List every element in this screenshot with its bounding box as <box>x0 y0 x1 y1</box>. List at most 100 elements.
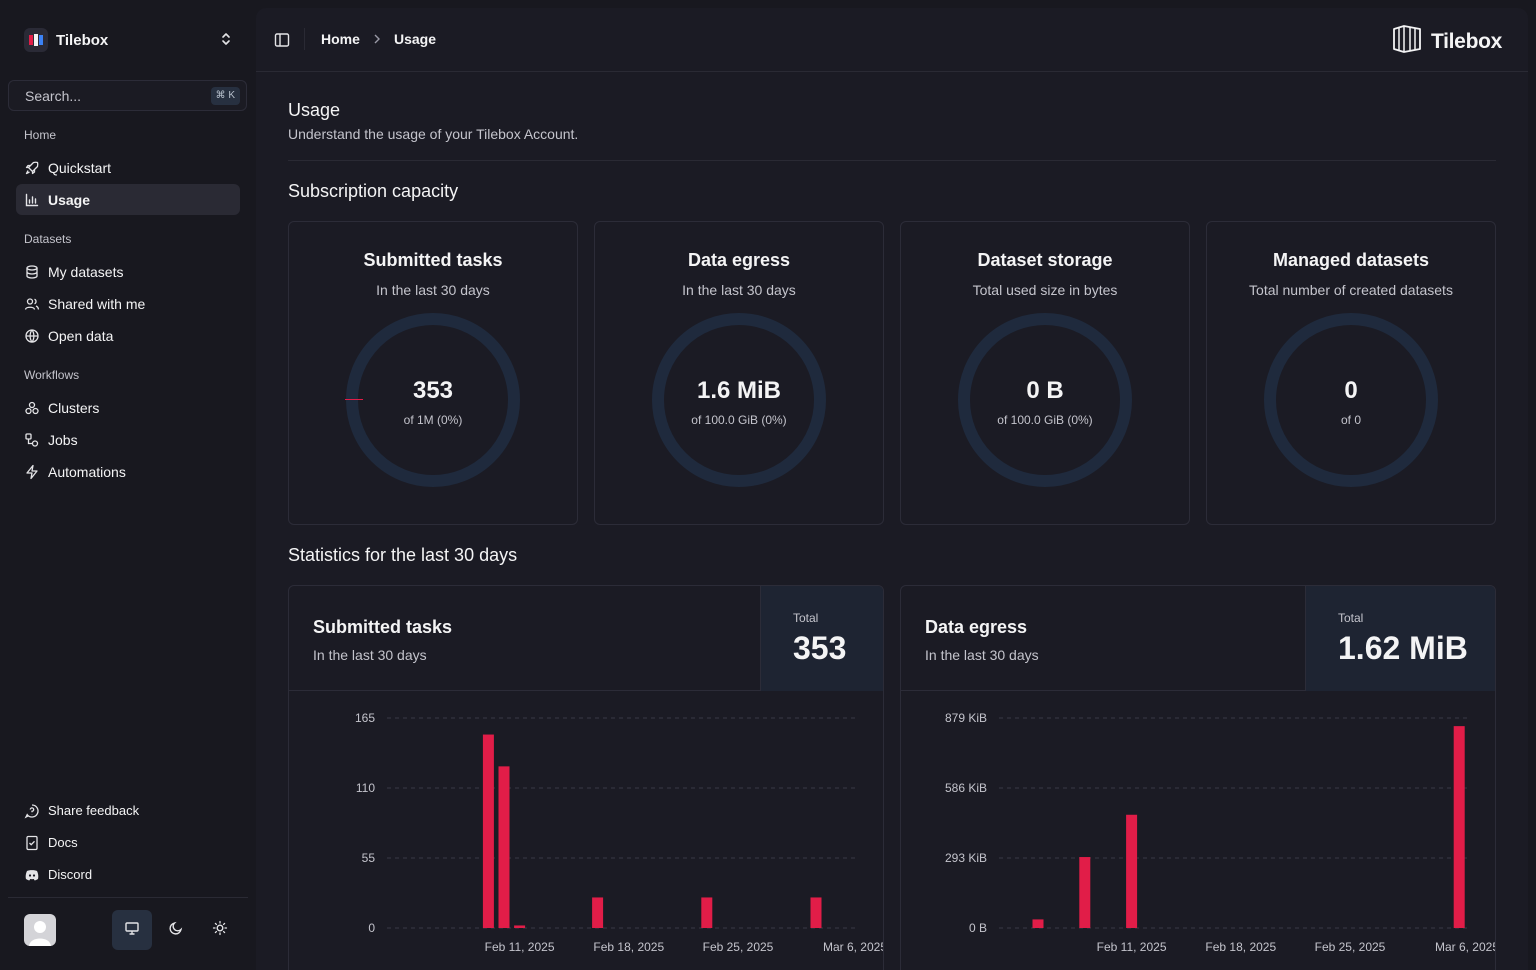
sidebar-item-label: Usage <box>48 191 91 208</box>
capacity-subtitle: Total used size in bytes <box>972 282 1118 298</box>
search-shortcut: ⌘ K <box>210 87 240 105</box>
chart-bar[interactable] <box>498 766 510 928</box>
brand-logo: Tilebox <box>1391 24 1502 60</box>
sidebar-item-label: My datasets <box>48 263 124 280</box>
sidebar-item-label: Quickstart <box>48 159 112 176</box>
y-tick-label: 293 KiB <box>945 851 987 865</box>
bolt-icon <box>24 464 40 480</box>
sidebar-item-label: Open data <box>48 327 114 344</box>
sidebar-item-my-datasets[interactable]: My datasets <box>16 256 240 287</box>
y-tick-label: 586 KiB <box>945 781 987 795</box>
sidebar-group-label: Home <box>24 128 57 142</box>
stat-card-tasks: Submitted tasks In the last 30 days Tota… <box>288 585 884 970</box>
x-tick-label: Mar 6, 2025 <box>823 940 883 954</box>
topbar: Home Usage Tilebox <box>256 8 1528 72</box>
capacity-title: Managed datasets <box>1272 250 1430 270</box>
sidebar: Tilebox Search... ⌘ K Home Quickstart Usag… <box>0 0 256 970</box>
capacity-limit: of 0 <box>1340 413 1361 427</box>
capacity-progress <box>345 399 363 400</box>
chevron-right-icon <box>372 32 382 50</box>
chart-bar[interactable] <box>592 897 604 928</box>
sidebar-item-label: Shared with me <box>48 295 146 312</box>
sidebar-group-label: Workflows <box>24 368 80 382</box>
sidebar-item-label: Share feedback <box>48 803 140 818</box>
sidebar-item-jobs[interactable]: Jobs <box>16 424 240 455</box>
x-tick-label: Feb 25, 2025 <box>1315 940 1386 954</box>
sidebar-footer-discord[interactable]: Discord <box>16 859 240 890</box>
stat-card-header: Submitted tasks In the last 30 days Tota… <box>289 586 883 691</box>
chart-bar[interactable] <box>1126 814 1138 928</box>
page-subtitle: Understand the usage of your Tilebox Acc… <box>288 126 579 142</box>
chevron-up-down-icon <box>220 31 232 52</box>
search-input[interactable]: Search... ⌘ K <box>8 80 247 111</box>
x-tick-label: Feb 11, 2025 <box>485 940 555 954</box>
bar-chart-icon <box>24 192 40 208</box>
sidebar-item-clusters[interactable]: Clusters <box>16 392 240 423</box>
y-tick-label: 879 KiB <box>945 711 987 725</box>
sidebar-item-label: Jobs <box>48 431 78 448</box>
y-tick-label: 165 <box>355 711 375 725</box>
page-divider <box>288 160 1496 161</box>
sidebar-item-open-data[interactable]: Open data <box>16 320 240 351</box>
stat-card-header: Data egress In the last 30 days Total 1.… <box>901 586 1495 691</box>
globe-icon <box>24 328 40 344</box>
capacity-limit: of 100.0 GiB (0%) <box>691 413 787 427</box>
search-placeholder: Search... <box>25 87 82 104</box>
total-value: 353 <box>793 630 847 666</box>
y-tick-label: 110 <box>356 781 375 795</box>
total-box: Total 1.62 MiB <box>1305 586 1495 691</box>
tilebox-logo-icon <box>1391 24 1423 60</box>
capacity-card: Data egress In the last 30 days 1.6 MiB of … <box>594 221 884 525</box>
sidebar-footer-docs[interactable]: Docs <box>16 827 240 858</box>
y-tick-label: 0 B <box>969 921 987 935</box>
breadcrumb-home[interactable]: Home <box>321 31 360 47</box>
chart-bar[interactable] <box>701 897 713 928</box>
org-switcher[interactable]: Tilebox <box>16 22 240 58</box>
main-panel: Home Usage Tilebox Usage Understand the … <box>256 8 1528 970</box>
feedback-icon <box>24 803 40 819</box>
sidebar-item-label: Docs <box>48 835 78 850</box>
sidebar-toggle-icon[interactable] <box>274 32 290 53</box>
theme-light-button[interactable] <box>200 910 240 950</box>
org-name: Tilebox <box>56 31 109 49</box>
sidebar-group-label: Datasets <box>24 232 72 246</box>
chart-bar[interactable] <box>1079 857 1091 928</box>
sidebar-item-quickstart[interactable]: Quickstart <box>16 152 240 183</box>
x-tick-label: Feb 18, 2025 <box>1205 940 1276 954</box>
stat-card-subtitle: In the last 30 days <box>925 647 1039 663</box>
stat-card-title: Submitted tasks <box>313 617 453 637</box>
page-title: Usage <box>288 100 341 120</box>
chart-bar[interactable] <box>1032 919 1044 928</box>
capacity-value: 353 <box>412 377 454 404</box>
sidebar-item-label: Automations <box>48 463 126 480</box>
chart-bar[interactable] <box>514 925 526 928</box>
rocket-icon <box>24 160 40 176</box>
capacity-limit: of 1M (0%) <box>403 413 463 427</box>
sidebar-item-automations[interactable]: Automations <box>16 456 240 487</box>
discord-icon <box>24 867 40 883</box>
sidebar-item-usage[interactable]: Usage <box>16 184 240 215</box>
chart-bar[interactable] <box>482 734 494 928</box>
x-tick-label: Feb 11, 2025 <box>1097 940 1167 954</box>
sidebar-item-label: Discord <box>48 867 93 882</box>
stat-card-subtitle: In the last 30 days <box>313 647 427 663</box>
topbar-divider <box>304 28 305 50</box>
sidebar-item-shared-with-me[interactable]: Shared with me <box>16 288 240 319</box>
theme-system-button[interactable] <box>112 910 152 950</box>
capacity-limit: of 100.0 GiB (0%) <box>997 413 1093 427</box>
theme-dark-button[interactable] <box>156 910 196 950</box>
capacity-card: Submitted tasks In the last 30 days 353 of … <box>288 221 578 525</box>
brand-name: Tilebox <box>1430 30 1502 53</box>
stat-card-egress: Data egress In the last 30 days Total 1.… <box>900 585 1496 970</box>
chart-bar[interactable] <box>1453 726 1465 928</box>
tasks-chart: 0 55 110 165 Feb 11, 2025 Feb 18, 2025 Feb 25,… <box>355 711 883 954</box>
capacity-subtitle: In the last 30 days <box>682 282 796 298</box>
avatar[interactable] <box>24 914 56 946</box>
capacity-title: Submitted tasks <box>363 250 503 270</box>
sidebar-footer-share-feedback[interactable]: Share feedback <box>16 795 240 826</box>
capacity-subtitle: Total number of created datasets <box>1249 282 1453 298</box>
moon-icon <box>168 920 184 941</box>
chart-bar[interactable] <box>810 897 822 928</box>
total-label: Total <box>1338 611 1364 625</box>
monitor-icon <box>124 920 140 941</box>
